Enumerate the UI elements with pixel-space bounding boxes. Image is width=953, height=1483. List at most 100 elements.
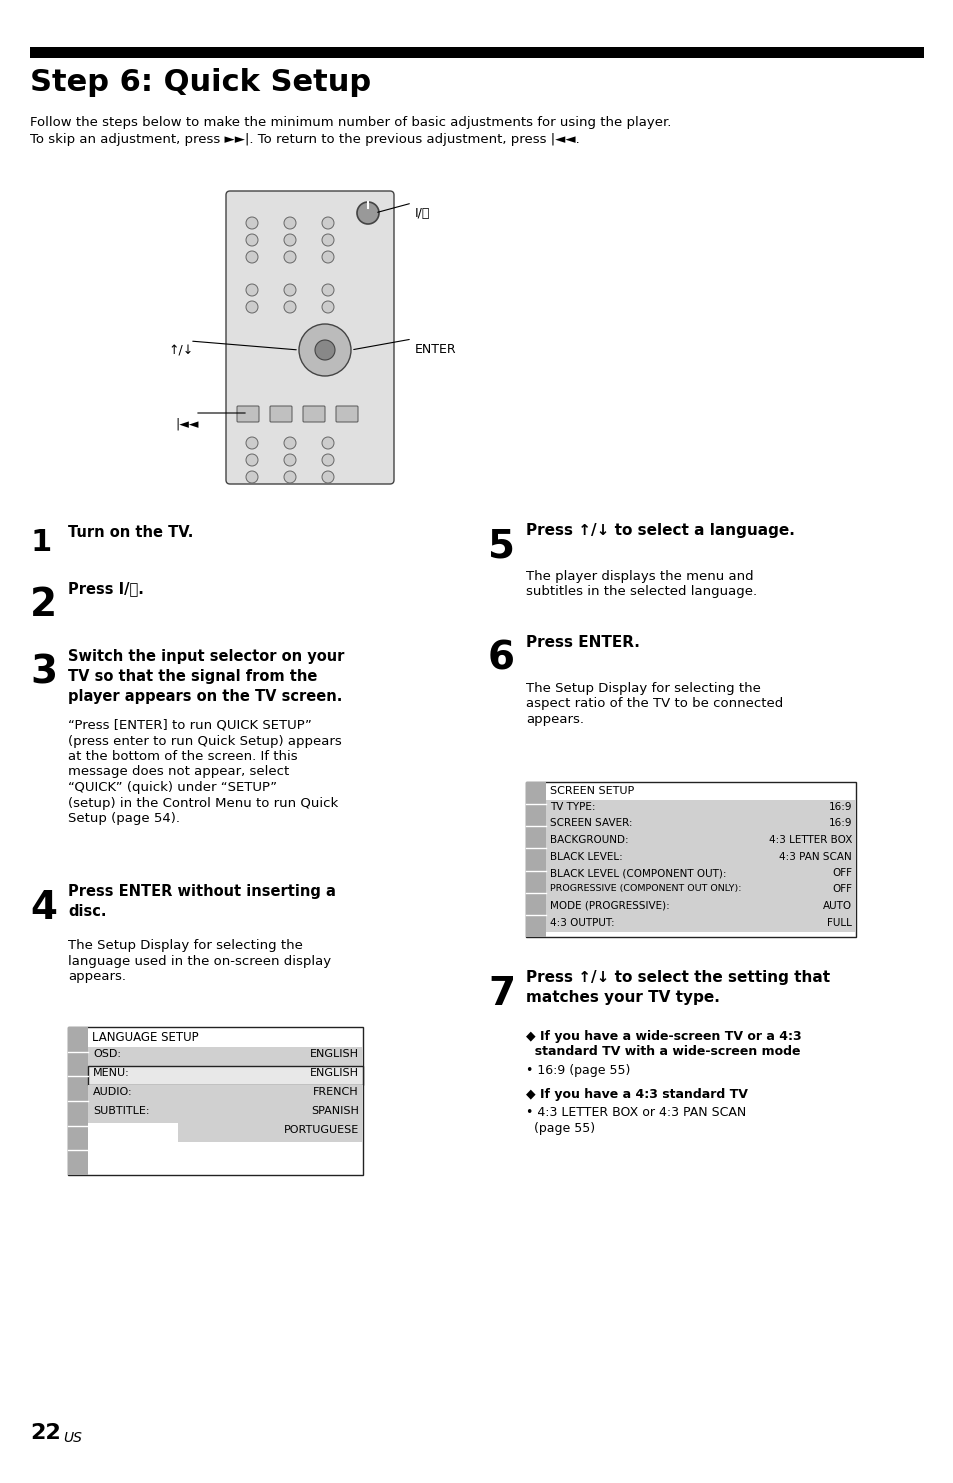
Text: To skip an adjustment, press ►►|. To return to the previous adjustment, press |◄: To skip an adjustment, press ►►|. To ret…	[30, 133, 579, 145]
Bar	[88, 1047, 363, 1066]
Text: Setup (page 54).: Setup (page 54).	[68, 813, 180, 825]
Text: SCREEN SETUP: SCREEN SETUP	[550, 786, 634, 796]
Text: Press ↑/↓ to select the setting that: Press ↑/↓ to select the setting that	[525, 970, 829, 985]
Circle shape	[246, 437, 257, 449]
Text: subtitles in the selected language.: subtitles in the selected language.	[525, 586, 757, 599]
Text: 2: 2	[30, 586, 57, 624]
Text: 6: 6	[488, 641, 515, 678]
Text: OFF: OFF	[831, 868, 851, 878]
Text: 4:3 OUTPUT:: 4:3 OUTPUT:	[550, 918, 614, 927]
Circle shape	[246, 301, 257, 313]
Text: Press ENTER without inserting a: Press ENTER without inserting a	[68, 884, 335, 899]
Circle shape	[246, 234, 257, 246]
Circle shape	[322, 251, 334, 262]
Text: SCREEN SAVER:: SCREEN SAVER:	[550, 819, 632, 829]
Text: LANGUAGE SETUP: LANGUAGE SETUP	[91, 1031, 198, 1044]
Circle shape	[322, 301, 334, 313]
Text: Turn on the TV.: Turn on the TV.	[68, 525, 193, 540]
Circle shape	[298, 323, 351, 377]
Text: BLACK LEVEL:: BLACK LEVEL:	[550, 851, 622, 862]
Text: BACKGROUND:: BACKGROUND:	[550, 835, 628, 845]
Text: 3: 3	[30, 654, 57, 693]
Text: AUTO: AUTO	[822, 902, 851, 911]
Circle shape	[246, 454, 257, 466]
Bar	[68, 1028, 363, 1175]
Text: Step 6: Quick Setup: Step 6: Quick Setup	[30, 68, 371, 96]
Text: SUBTITLE:: SUBTITLE:	[92, 1106, 150, 1117]
FancyBboxPatch shape	[270, 406, 292, 423]
Bar	[545, 850, 855, 866]
Bar	[545, 799, 855, 817]
Circle shape	[284, 251, 295, 262]
Circle shape	[322, 472, 334, 483]
Text: 4:3 LETTER BOX: 4:3 LETTER BOX	[768, 835, 851, 845]
Text: language used in the on-screen display: language used in the on-screen display	[68, 955, 331, 967]
Text: MODE (PROGRESSIVE):: MODE (PROGRESSIVE):	[550, 902, 669, 911]
Text: message does not appear, select: message does not appear, select	[68, 765, 289, 779]
Bar	[545, 899, 855, 915]
Text: “QUICK” (quick) under “SETUP”: “QUICK” (quick) under “SETUP”	[68, 782, 276, 793]
Text: standard TV with a wide-screen mode: standard TV with a wide-screen mode	[525, 1046, 800, 1057]
Text: ◆ If you have a 4:3 standard TV: ◆ If you have a 4:3 standard TV	[525, 1089, 747, 1100]
Text: ENTER: ENTER	[415, 343, 456, 356]
Text: 16:9: 16:9	[827, 802, 851, 813]
Bar	[178, 1123, 363, 1142]
Text: FRENCH: FRENCH	[313, 1087, 358, 1097]
Text: TV so that the signal from the: TV so that the signal from the	[68, 669, 317, 684]
Text: 1: 1	[30, 528, 51, 558]
Text: player appears on the TV screen.: player appears on the TV screen.	[68, 690, 342, 704]
Text: disc.: disc.	[68, 905, 107, 919]
Text: (press enter to run Quick Setup) appears: (press enter to run Quick Setup) appears	[68, 734, 341, 747]
Circle shape	[284, 285, 295, 297]
Text: Press ↑/↓ to select a language.: Press ↑/↓ to select a language.	[525, 523, 794, 538]
Bar	[545, 882, 855, 899]
Text: SPANISH: SPANISH	[311, 1106, 358, 1117]
Text: The player displays the menu and: The player displays the menu and	[525, 569, 753, 583]
Text: MENU:: MENU:	[92, 1068, 130, 1078]
Circle shape	[284, 301, 295, 313]
Text: Switch the input selector on your: Switch the input selector on your	[68, 650, 344, 664]
Text: OSD:: OSD:	[92, 1048, 121, 1059]
Text: Press I/⏻.: Press I/⏻.	[68, 581, 144, 596]
Bar	[525, 782, 855, 937]
Circle shape	[284, 217, 295, 228]
Text: aspect ratio of the TV to be connected: aspect ratio of the TV to be connected	[525, 697, 782, 710]
Text: 4:3 PAN SCAN: 4:3 PAN SCAN	[779, 851, 851, 862]
Text: AUDIO:: AUDIO:	[92, 1087, 132, 1097]
Text: TV TYPE:: TV TYPE:	[550, 802, 595, 813]
FancyBboxPatch shape	[303, 406, 325, 423]
Bar	[525, 782, 545, 937]
Circle shape	[314, 340, 335, 360]
Text: 22: 22	[30, 1424, 61, 1443]
Bar	[68, 1028, 88, 1175]
Circle shape	[284, 454, 295, 466]
Circle shape	[322, 437, 334, 449]
Text: |◄◄: |◄◄	[174, 417, 198, 430]
Text: OFF: OFF	[831, 884, 851, 894]
Bar	[88, 1066, 363, 1086]
Bar	[545, 866, 855, 882]
Text: ◆ If you have a wide-screen TV or a 4:3: ◆ If you have a wide-screen TV or a 4:3	[525, 1031, 801, 1043]
Text: Press ENTER.: Press ENTER.	[525, 635, 639, 650]
Bar	[545, 915, 855, 931]
FancyBboxPatch shape	[226, 191, 394, 483]
Text: at the bottom of the screen. If this: at the bottom of the screen. If this	[68, 750, 297, 762]
Text: (setup) in the Control Menu to run Quick: (setup) in the Control Menu to run Quick	[68, 796, 338, 810]
Circle shape	[322, 285, 334, 297]
Text: matches your TV type.: matches your TV type.	[525, 991, 720, 1005]
Text: ↑/↓: ↑/↓	[168, 346, 193, 357]
Text: ENGLISH: ENGLISH	[310, 1068, 358, 1078]
Circle shape	[246, 217, 257, 228]
Text: Follow the steps below to make the minimum number of basic adjustments for using: Follow the steps below to make the minim…	[30, 116, 671, 129]
Text: (page 55): (page 55)	[525, 1123, 595, 1134]
Circle shape	[246, 472, 257, 483]
Bar	[88, 1086, 363, 1103]
Text: 7: 7	[488, 974, 515, 1013]
Text: appears.: appears.	[68, 970, 126, 983]
FancyBboxPatch shape	[335, 406, 357, 423]
Circle shape	[284, 234, 295, 246]
Circle shape	[322, 454, 334, 466]
Text: The Setup Display for selecting the: The Setup Display for selecting the	[68, 939, 302, 952]
Circle shape	[322, 217, 334, 228]
Circle shape	[322, 234, 334, 246]
